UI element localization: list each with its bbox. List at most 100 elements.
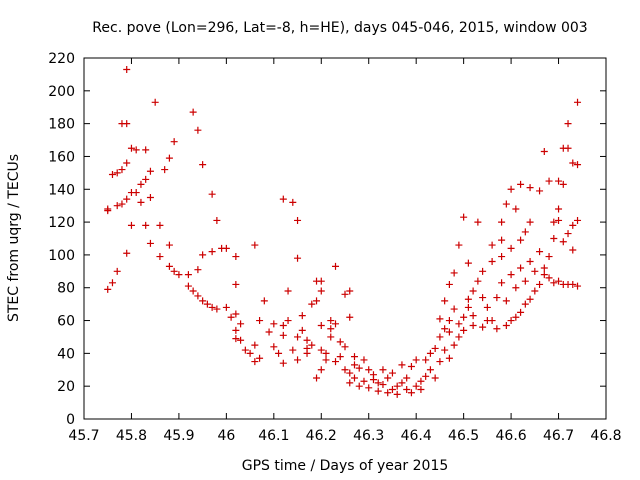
data-point (450, 341, 458, 349)
data-point (431, 374, 439, 382)
data-point (284, 317, 292, 325)
data-point (569, 280, 577, 288)
y-tick-label: 20 (57, 379, 75, 395)
data-point (460, 326, 468, 334)
data-point (555, 205, 563, 213)
data-point (502, 297, 510, 305)
data-point (445, 280, 453, 288)
data-point (445, 317, 453, 325)
data-point (474, 218, 482, 226)
data-point (294, 356, 302, 364)
data-point (469, 321, 477, 329)
data-point (317, 277, 325, 285)
data-point (379, 366, 387, 374)
data-point (550, 279, 558, 287)
data-point (574, 282, 582, 290)
data-point (113, 169, 121, 177)
x-tick-label: 45.7 (68, 428, 99, 444)
data-point (313, 297, 321, 305)
data-point (303, 349, 311, 357)
data-point (545, 253, 553, 261)
data-point (422, 356, 430, 364)
data-point (479, 323, 487, 331)
data-point (441, 346, 449, 354)
data-point (540, 148, 548, 156)
y-tick-label: 40 (57, 346, 75, 362)
data-point (393, 382, 401, 390)
data-point (332, 358, 340, 366)
data-point (156, 253, 164, 261)
data-point (232, 253, 240, 261)
data-point (540, 271, 548, 279)
data-point (346, 313, 354, 321)
data-point (294, 254, 302, 262)
data-point (151, 98, 159, 106)
data-point (374, 387, 382, 395)
data-point (441, 325, 449, 333)
data-point (493, 294, 501, 302)
data-point (517, 236, 525, 244)
data-point (455, 320, 463, 328)
data-point (251, 358, 259, 366)
data-point (256, 317, 264, 325)
data-point (483, 303, 491, 311)
data-point (545, 177, 553, 185)
data-point (336, 338, 344, 346)
data-point (365, 366, 373, 374)
data-point (289, 198, 297, 206)
data-point (123, 195, 131, 203)
y-tick-label: 100 (48, 248, 75, 264)
data-point (142, 221, 150, 229)
data-point (574, 98, 582, 106)
data-point (464, 303, 472, 311)
data-point (341, 290, 349, 298)
data-point (526, 218, 534, 226)
data-point (469, 287, 477, 295)
data-point (232, 280, 240, 288)
x-tick-label: 46.1 (258, 428, 289, 444)
y-tick-label: 220 (48, 51, 75, 67)
data-point (550, 235, 558, 242)
data-point (498, 279, 506, 287)
data-point (113, 202, 121, 210)
data-point (317, 346, 325, 354)
data-point (232, 326, 240, 334)
data-point (360, 356, 368, 364)
data-point (426, 349, 434, 357)
data-point (113, 267, 121, 275)
data-point (350, 353, 358, 361)
data-point (317, 321, 325, 329)
data-point (241, 346, 249, 354)
data-point (327, 317, 335, 325)
x-tick-label: 46.4 (401, 428, 432, 444)
data-point (455, 241, 463, 249)
data-point (488, 317, 496, 325)
data-point (412, 356, 420, 364)
data-point (403, 374, 411, 382)
data-point (569, 159, 577, 167)
data-point (170, 138, 178, 146)
data-point (355, 364, 363, 372)
data-point (488, 257, 496, 265)
x-tick-label: 46 (217, 428, 235, 444)
data-point (132, 146, 140, 154)
data-point (502, 321, 510, 329)
data-point (507, 271, 515, 279)
data-point (303, 336, 311, 344)
data-point (237, 336, 245, 344)
data-point (123, 120, 131, 128)
data-point (327, 333, 335, 341)
y-tick-labels: 0 20 40 60 80 100 120 140 160 180 200 220 (48, 51, 75, 428)
data-point (555, 277, 563, 285)
data-point (279, 331, 287, 339)
data-point (194, 266, 202, 274)
data-point (569, 221, 577, 229)
data-point (298, 326, 306, 334)
data-point (184, 271, 192, 279)
y-tick-label: 60 (57, 314, 75, 330)
data-point (308, 300, 316, 308)
data-point (536, 280, 544, 288)
data-point (365, 384, 373, 392)
data-point (379, 381, 387, 389)
